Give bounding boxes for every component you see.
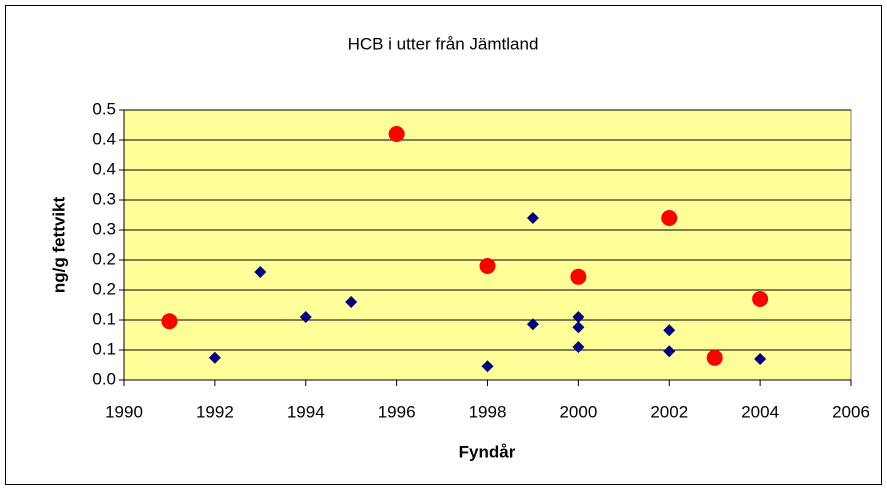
chart-title: HCB i utter från Jämtland bbox=[348, 34, 539, 53]
y-tick-label: 0.1 bbox=[92, 339, 116, 358]
y-axis-label: ng/g fettvikt bbox=[49, 197, 68, 294]
x-tick-label: 2002 bbox=[650, 402, 688, 421]
y-tick-label: 0.3 bbox=[92, 189, 116, 208]
point bbox=[663, 324, 676, 337]
point bbox=[526, 318, 539, 331]
x-tick-label: 1998 bbox=[469, 402, 507, 421]
plot-background bbox=[123, 109, 852, 381]
point bbox=[481, 360, 494, 373]
point bbox=[752, 291, 769, 307]
point bbox=[161, 313, 178, 330]
point bbox=[388, 126, 405, 142]
point bbox=[572, 311, 585, 323]
point bbox=[754, 353, 767, 365]
y-tick-label: 0.4 bbox=[92, 159, 116, 178]
point bbox=[663, 345, 676, 358]
x-tick-label: 2006 bbox=[832, 402, 870, 421]
y-tick-label: 0.0 bbox=[92, 369, 116, 388]
y-tick-label: 0.3 bbox=[92, 219, 116, 238]
point bbox=[706, 349, 723, 366]
x-tick-label: 1992 bbox=[196, 402, 234, 421]
point bbox=[479, 258, 496, 274]
point bbox=[345, 296, 358, 308]
point bbox=[254, 266, 267, 278]
x-tick-label: 2000 bbox=[559, 402, 597, 421]
point bbox=[299, 311, 312, 323]
point bbox=[526, 212, 539, 224]
y-tick-label: 0.4 bbox=[92, 129, 116, 148]
x-axis-label: Fyndår bbox=[459, 442, 516, 461]
point bbox=[208, 351, 221, 364]
x-tick-label: 2004 bbox=[741, 402, 779, 421]
x-tick-label: 1996 bbox=[378, 402, 416, 421]
y-tick-label: 0.1 bbox=[92, 309, 116, 328]
point bbox=[572, 321, 585, 334]
y-tick-label: 0.2 bbox=[92, 279, 116, 298]
x-tick-label: 1990 bbox=[105, 402, 143, 421]
x-tick-label: 1994 bbox=[287, 402, 325, 421]
point bbox=[570, 268, 587, 285]
point bbox=[661, 210, 678, 226]
point bbox=[572, 341, 585, 353]
y-tick-label: 0.5 bbox=[92, 99, 116, 118]
y-tick-label: 0.2 bbox=[92, 249, 116, 268]
